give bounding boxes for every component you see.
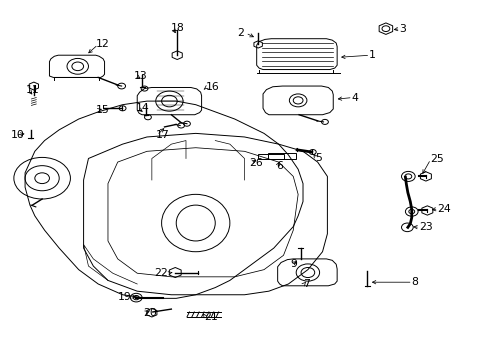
Text: 7: 7 [303,279,309,289]
Text: 17: 17 [156,130,169,140]
Text: 21: 21 [204,312,218,322]
Text: 3: 3 [399,24,406,34]
Text: 24: 24 [436,204,450,214]
Text: 6: 6 [276,161,283,171]
Text: 4: 4 [351,93,358,103]
Text: 10: 10 [10,130,24,140]
Text: 26: 26 [249,158,263,168]
Text: 14: 14 [136,103,150,113]
Text: 25: 25 [429,154,443,164]
Text: 23: 23 [418,222,432,232]
Text: 11: 11 [26,85,40,95]
Text: 15: 15 [96,105,109,115]
Text: 20: 20 [143,308,157,318]
Text: 5: 5 [315,153,322,163]
Text: 1: 1 [368,50,375,60]
Text: 18: 18 [170,23,184,33]
Text: 19: 19 [118,292,131,302]
Text: 8: 8 [410,277,417,287]
Text: 2: 2 [237,28,244,38]
Text: 13: 13 [133,71,147,81]
Text: 12: 12 [96,40,109,49]
Text: 9: 9 [290,259,297,269]
Text: 22: 22 [153,268,167,278]
Text: 16: 16 [205,82,219,93]
